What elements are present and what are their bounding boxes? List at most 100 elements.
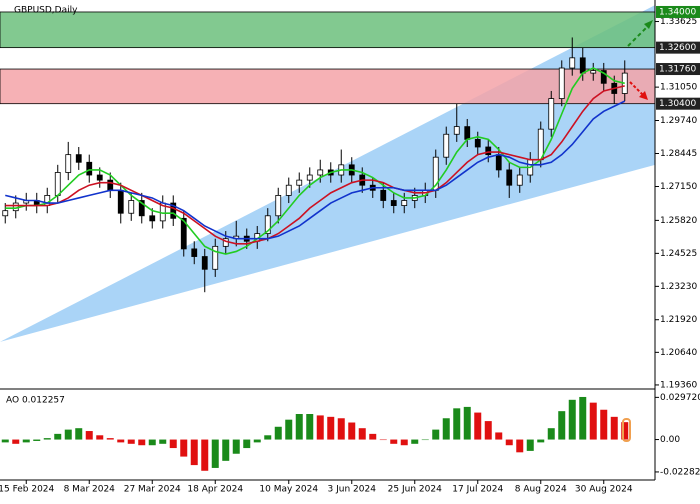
y-tick-label: 1.33625 — [660, 17, 697, 27]
ao-bar — [1, 439, 9, 443]
ao-bar — [12, 439, 20, 444]
candle-body — [443, 133, 450, 158]
y-tick-label: 1.20640 — [660, 348, 697, 358]
candle-body — [485, 146, 492, 156]
y-tick-label: 1.25820 — [660, 216, 697, 226]
ao-bar — [547, 428, 555, 440]
candle-body — [275, 195, 282, 217]
x-tick-label: 17 Jul 2024 — [452, 485, 503, 495]
ao-bar — [337, 418, 345, 440]
ao-bar — [285, 419, 293, 440]
ao-bar — [358, 428, 366, 440]
up-arrow — [627, 23, 651, 47]
ao-tick-label: 0.029720 — [660, 393, 700, 403]
down-arrowhead — [639, 91, 648, 100]
ao-bar — [54, 433, 62, 440]
ao-tick-label: 0.00 — [660, 435, 680, 445]
candle-body — [128, 200, 135, 214]
candle-body — [453, 126, 460, 135]
candle-body — [474, 138, 481, 148]
ao-bar — [516, 439, 524, 453]
ao-bar — [411, 439, 419, 444]
candle-body — [317, 169, 324, 176]
ao-bar — [264, 435, 272, 440]
ao-bar — [484, 421, 492, 440]
ao-bar — [505, 439, 513, 446]
ao-bar — [180, 439, 188, 457]
moving-average — [5, 67, 625, 255]
ao-bar — [463, 406, 471, 440]
x-tick-label: 18 Apr 2024 — [187, 485, 243, 495]
chart-title: GBPUSD,Daily — [14, 6, 78, 16]
candle-body — [296, 179, 303, 186]
level-label: 1.32600 — [659, 43, 696, 53]
ao-bar — [22, 439, 30, 443]
candle-body — [600, 70, 607, 84]
x-tick-label: 8 Mar 2024 — [64, 485, 116, 495]
ao-label: AO 0.012257 — [6, 396, 65, 406]
ao-bar — [369, 433, 377, 440]
ao-bar — [253, 439, 261, 443]
ao-bar — [379, 439, 387, 441]
ao-bar — [117, 439, 125, 443]
y-tick-label: 1.31050 — [660, 83, 697, 93]
ao-bar — [148, 439, 156, 446]
ao-bar — [579, 396, 587, 440]
ao-bar — [390, 439, 398, 444]
ao-bar — [232, 439, 240, 454]
ao-bar — [274, 426, 282, 440]
candle-body — [579, 57, 586, 74]
candle-body — [464, 126, 471, 140]
candle-body — [516, 174, 523, 186]
x-tick-label: 10 May 2024 — [259, 485, 318, 495]
ao-bar — [190, 439, 198, 466]
candle-body — [390, 200, 397, 206]
up-arrowhead — [644, 20, 653, 29]
ao-bar — [327, 416, 335, 440]
candle-body — [138, 200, 145, 217]
candle-body — [117, 189, 124, 214]
x-tick-label: 30 Aug 2024 — [575, 485, 633, 495]
candle-body — [191, 248, 198, 257]
candle-body — [180, 217, 187, 250]
level-label: 1.30400 — [659, 99, 696, 109]
ao-bar — [85, 431, 93, 440]
ao-bar — [400, 439, 408, 446]
ao-bar — [537, 439, 545, 443]
candle-body — [506, 169, 513, 186]
candle-body — [380, 189, 387, 201]
ao-bar — [610, 416, 618, 440]
x-tick-label: 8 Aug 2024 — [515, 485, 567, 495]
candle-body — [212, 245, 219, 270]
level-label-box — [656, 5, 700, 18]
candle-body — [2, 210, 9, 217]
ao-bar — [432, 429, 440, 440]
candle-body — [96, 174, 103, 181]
ao-bar — [568, 399, 576, 440]
x-tick-label: 15 Feb 2024 — [0, 485, 55, 495]
candle-body — [86, 161, 93, 176]
ao-bar — [526, 439, 534, 451]
candle-body — [107, 179, 114, 191]
candle-body — [75, 154, 82, 163]
ao-bar — [348, 422, 356, 440]
ao-bar — [33, 439, 41, 441]
ao-highlight — [622, 418, 631, 442]
level-label-box — [656, 41, 700, 54]
level-label-box — [656, 63, 700, 76]
ao-bar — [600, 409, 608, 440]
ao-bar — [453, 408, 461, 440]
ao-bar — [243, 439, 251, 449]
candle-body — [65, 154, 72, 173]
candle-body — [201, 256, 208, 270]
candle-body — [170, 202, 177, 219]
ao-bar — [75, 428, 83, 440]
y-tick-label: 1.23230 — [660, 282, 697, 292]
ao-bar — [306, 414, 314, 440]
y-tick-label: 1.21920 — [660, 315, 697, 325]
ao-bar — [138, 439, 146, 446]
moving-average — [5, 100, 626, 240]
ao-bar — [558, 411, 566, 440]
